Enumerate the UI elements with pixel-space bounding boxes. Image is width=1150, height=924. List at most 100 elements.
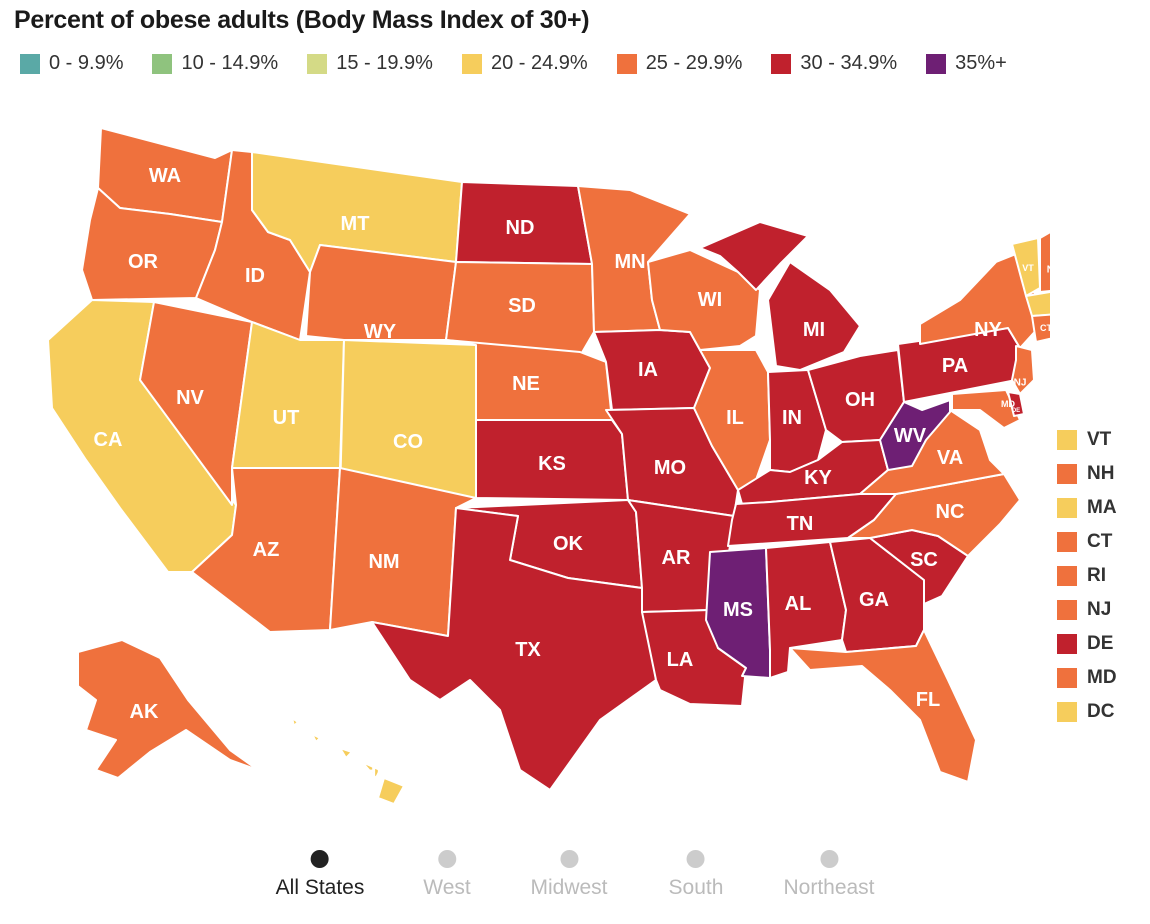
state-label-sc: SC (910, 549, 938, 571)
state-label-ca: CA (94, 429, 123, 451)
region-label: Northeast (783, 876, 875, 899)
state-label-la: LA (667, 649, 694, 671)
legend-label: 35%+ (955, 52, 1007, 74)
state-label-wv: WV (894, 425, 927, 447)
state-ak[interactable] (77, 639, 259, 779)
legend-swatch (771, 53, 792, 74)
small-state-nj[interactable]: NJ (1057, 593, 1117, 627)
legend-label: 0 - 9.9% (49, 52, 124, 74)
state-label-nc: NC (936, 501, 965, 523)
state-label-id: ID (245, 265, 265, 287)
state-mi[interactable] (699, 221, 861, 371)
state-wv[interactable] (879, 399, 951, 471)
small-state-ct[interactable]: CT (1057, 525, 1117, 559)
state-label-nd: ND (506, 217, 535, 239)
legend-swatch (152, 53, 173, 74)
state-nh[interactable] (1039, 230, 1050, 293)
region-label: All States (275, 876, 365, 899)
state-nv[interactable] (139, 301, 253, 506)
small-state-swatch (1057, 464, 1077, 484)
small-state-code: MA (1087, 497, 1117, 518)
small-state-code: DC (1087, 701, 1115, 722)
region-tab-northeast[interactable]: Northeast (783, 850, 875, 900)
region-nav: All States West Midwest South Northeast (0, 850, 1150, 910)
small-state-de[interactable]: DE (1057, 627, 1117, 661)
state-label-ne: NE (512, 373, 540, 395)
state-label-az: AZ (253, 539, 280, 561)
legend-item-0: 0 - 9.9% (20, 52, 123, 75)
state-label-nv: NV (176, 387, 204, 409)
region-dot (311, 850, 329, 868)
state-label-ar: AR (662, 547, 691, 569)
state-wi[interactable] (647, 249, 761, 351)
state-label-ia: IA (638, 359, 658, 381)
state-ut[interactable] (231, 321, 345, 469)
state-label-ut: UT (273, 407, 300, 429)
legend-label: 30 - 34.9% (800, 52, 898, 74)
small-state-swatch (1057, 634, 1077, 654)
small-state-vt[interactable]: VT (1057, 423, 1117, 457)
state-label-va: VA (937, 447, 963, 469)
small-state-code: NJ (1087, 599, 1112, 620)
small-state-swatch (1057, 498, 1077, 518)
state-nc[interactable] (847, 473, 1021, 557)
small-state-nh[interactable]: NH (1057, 457, 1117, 491)
state-de[interactable] (1007, 391, 1025, 417)
small-state-swatch (1057, 532, 1077, 552)
state-label-ks: KS (538, 453, 566, 475)
state-label-mo: MO (654, 457, 686, 479)
small-state-ri[interactable]: RI (1057, 559, 1117, 593)
state-label-nm: NM (368, 551, 399, 573)
region-dot (819, 850, 838, 868)
legend-swatch (616, 53, 637, 74)
legend-swatch (307, 53, 328, 74)
state-label-ky: KY (804, 467, 832, 489)
state-label-ak: AK (130, 701, 159, 723)
state-sd[interactable] (445, 261, 595, 357)
state-label-ok: OK (553, 533, 584, 555)
state-label-tx: TX (515, 639, 541, 661)
region-label: Midwest (530, 876, 608, 899)
region-dot (438, 850, 456, 868)
state-label-ny: NY (974, 319, 1002, 341)
region-tab-midwest[interactable]: Midwest (530, 850, 608, 900)
state-label-in: IN (782, 407, 802, 429)
small-state-ma[interactable]: MA (1057, 491, 1117, 525)
small-state-swatch (1057, 702, 1077, 722)
region-label: South (668, 876, 724, 899)
small-state-code: NH (1087, 463, 1115, 484)
map-title: Percent of obese adults (Body Mass Index… (14, 6, 590, 34)
state-label-ms: MS (723, 599, 753, 621)
state-label-mt: MT (341, 213, 370, 235)
state-ma[interactable] (1025, 290, 1050, 317)
region-tab-west[interactable]: West (423, 850, 471, 900)
state-label-md: MD (1001, 399, 1015, 409)
state-label-nh: NH (1047, 265, 1050, 276)
state-label-sd: SD (508, 295, 536, 317)
legend-item-6: 35%+ (926, 52, 1007, 75)
state-md[interactable] (951, 389, 1021, 429)
us-map: WA OR CA NV ID MT WY UT CO AZ NM ND SD NE KS OK TX MN IA MO… (47, 127, 1050, 805)
state-label-mi: MI (803, 319, 825, 341)
state-label-de: DE (1012, 408, 1020, 414)
small-state-dc[interactable]: DC (1057, 695, 1117, 729)
region-tab-all-states[interactable]: All States (275, 850, 365, 900)
state-fl[interactable] (789, 629, 977, 783)
small-state-md[interactable]: MD (1057, 661, 1117, 695)
small-state-code: CT (1087, 531, 1113, 552)
state-label-fl: FL (916, 689, 940, 711)
region-dot (686, 850, 705, 868)
state-label-wy: WY (364, 321, 397, 343)
state-hi[interactable] (291, 717, 405, 805)
legend-label: 20 - 24.9% (490, 52, 588, 74)
region-tab-south[interactable]: South (668, 850, 724, 900)
legend-swatch (926, 53, 947, 74)
legend-label: 15 - 19.9% (336, 52, 433, 74)
state-ct[interactable] (1031, 313, 1050, 343)
small-state-swatch (1057, 600, 1077, 620)
state-label-wa: WA (149, 165, 181, 187)
state-tx[interactable] (371, 507, 657, 791)
legend-item-2: 15 - 19.9% (307, 52, 433, 75)
state-label-oh: OH (845, 389, 875, 411)
state-label-hi: HI (362, 761, 382, 783)
